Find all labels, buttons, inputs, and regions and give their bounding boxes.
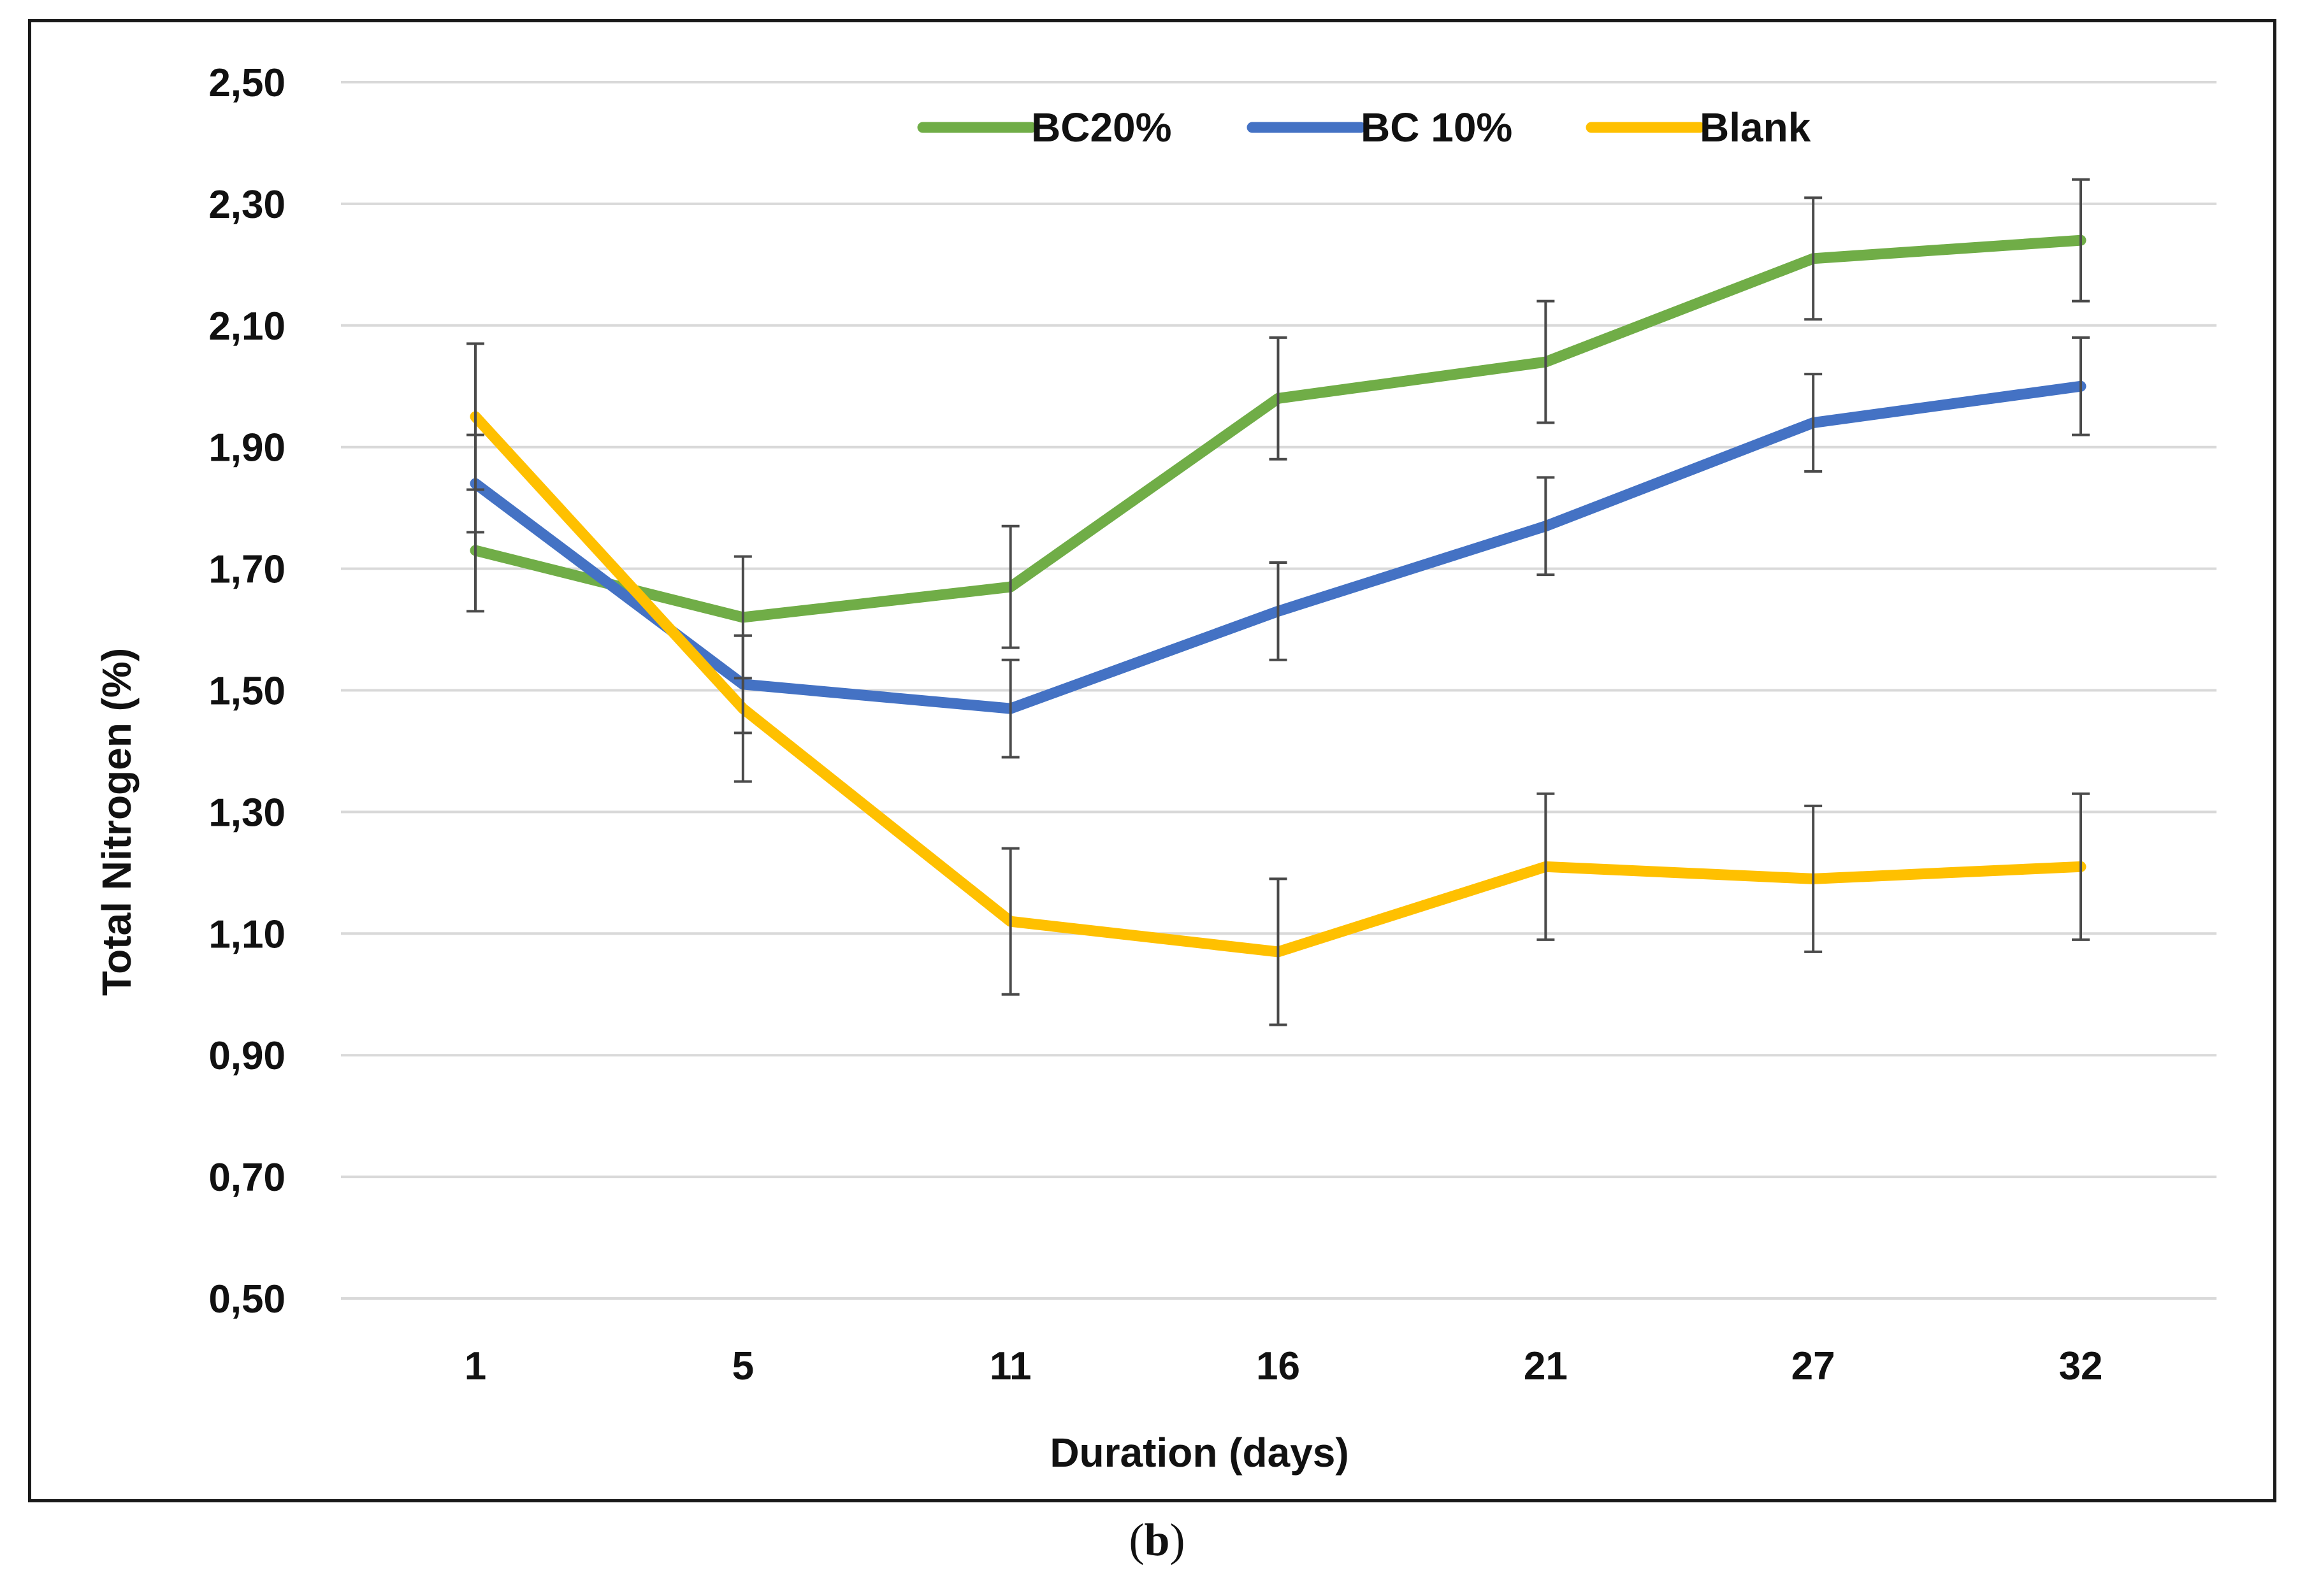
y-tick-label: 1,70	[208, 548, 286, 592]
y-tick-label: 1,10	[208, 912, 286, 956]
error-bars	[466, 178, 2090, 1026]
x-tick-label: 1	[465, 1344, 486, 1388]
x-tick-label: 32	[2059, 1344, 2103, 1388]
y-tick-label: 1,30	[208, 791, 286, 835]
legend-label: BC20%	[1031, 104, 1172, 150]
y-tick-label: 2,30	[208, 183, 286, 227]
y-tick-label: 0,50	[208, 1277, 286, 1321]
x-tick-label: 5	[732, 1344, 754, 1388]
x-tick-label: 16	[1256, 1344, 1300, 1388]
y-tick-label: 1,50	[208, 670, 286, 714]
x-tick-label: 27	[1791, 1344, 1835, 1388]
y-tick-label: 0,90	[208, 1034, 286, 1078]
figure-caption: (b)	[1129, 1514, 1185, 1565]
caption-label: b	[1144, 1514, 1170, 1565]
gridlines	[341, 81, 2216, 1300]
y-tick-label: 2,50	[208, 61, 286, 105]
legend: BC20% BC 10% Blank	[917, 104, 1811, 150]
y-tick-label: 2,10	[208, 305, 286, 349]
y-axis-title: Total Nitrogen (%)	[94, 648, 140, 996]
x-tick-label: 21	[1524, 1344, 1568, 1388]
y-tick-label: 1,90	[208, 426, 286, 470]
x-tick-label: 11	[990, 1344, 1032, 1388]
x-axis-ticks: 1 5 11 16 21 27 32	[465, 1344, 2103, 1388]
chart-frame	[28, 19, 2276, 1502]
legend-label: BC 10%	[1361, 104, 1512, 150]
x-axis-title: Duration (days)	[1050, 1430, 1349, 1476]
y-axis-ticks: 0,50 0,70 0,90 1,10 1,30 1,50 1,70 1,90 2,10 2,30…	[208, 61, 286, 1321]
y-tick-label: 0,70	[208, 1156, 286, 1200]
legend-label: Blank	[1700, 104, 1811, 150]
series-line	[470, 411, 2086, 958]
